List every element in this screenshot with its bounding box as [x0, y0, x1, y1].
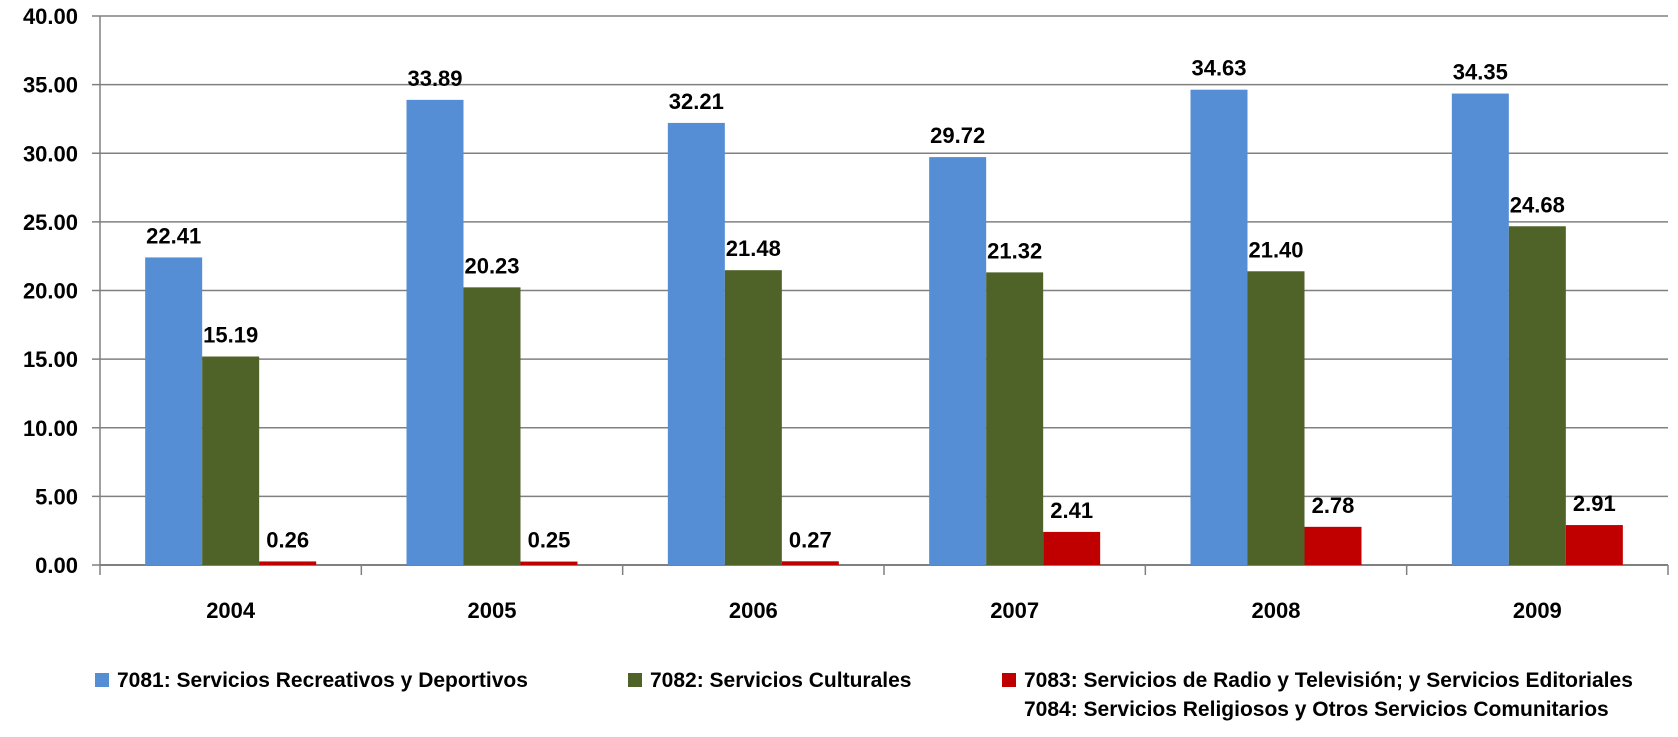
y-tick-label: 10.00: [23, 416, 78, 441]
data-label: 21.40: [1248, 237, 1303, 262]
y-tick-label: 20.00: [23, 279, 78, 304]
data-label: 33.89: [407, 66, 462, 91]
legend-item-7081: 7081: Servicios Recreativos y Deportivos: [95, 668, 528, 695]
y-tick-label: 15.00: [23, 347, 78, 372]
data-label: 29.72: [930, 123, 985, 148]
bar: [724, 270, 782, 565]
legend-swatch-blue: [95, 673, 109, 687]
legend-swatch-red: [1002, 673, 1016, 687]
data-label: 2.91: [1573, 491, 1616, 516]
data-labels: 22.41 15.19 0.26 33.89 20.23 0.25 32.21 21.48 0.…: [146, 56, 1616, 553]
gridlines: [100, 15, 1668, 566]
bar: [667, 122, 725, 565]
legend-item-7082: 7082: Servicios Culturales: [628, 668, 911, 695]
legend: 7081: Servicios Recreativos y Deportivos…: [0, 668, 1678, 737]
x-tick-label: 2004: [206, 598, 256, 623]
legend-swatch-green: [628, 673, 642, 687]
bar: [1043, 531, 1101, 565]
x-tick-label: 2008: [1252, 598, 1301, 623]
y-tick-label: 40.00: [23, 4, 78, 29]
bar: [1451, 93, 1509, 565]
bar: [520, 561, 578, 565]
bar: [202, 356, 260, 565]
data-label: 34.35: [1453, 60, 1508, 85]
data-label: 2.78: [1312, 493, 1355, 518]
bar: [1247, 271, 1305, 565]
bar: [781, 561, 839, 565]
legend-label-7083: 7083: Servicios de Radio y Televisión; y…: [1024, 669, 1633, 692]
bar: [406, 99, 464, 566]
data-label: 21.48: [726, 236, 781, 261]
legend-label-7081: 7081: Servicios Recreativos y Deportivos: [117, 669, 528, 692]
data-label: 20.23: [464, 253, 519, 278]
legend-item-7083-7084: 7083: Servicios de Radio y Televisión; y…: [1002, 668, 1633, 724]
bar-chart: 0.00 5.00 10.00 15.00 20.00 25.00 30.00 35.00 40…: [23, 4, 1669, 623]
bar: [1508, 226, 1566, 565]
bar: [986, 272, 1044, 565]
y-tick-label: 25.00: [23, 210, 78, 235]
bar: [929, 157, 987, 565]
x-axis: 2004 2005 2006 2007 2008 2009: [99, 564, 1669, 623]
bar: [1565, 525, 1623, 565]
y-tick-label: 0.00: [35, 553, 78, 578]
data-label: 0.27: [789, 527, 832, 552]
legend-label-7084: 7084: Servicios Religiosos y Otros Servi…: [1024, 698, 1609, 721]
data-label: 34.63: [1191, 56, 1246, 81]
y-tick-label: 30.00: [23, 141, 78, 166]
bar: [1304, 526, 1362, 565]
data-label: 21.32: [987, 238, 1042, 263]
data-label: 2.41: [1050, 498, 1093, 523]
x-tick-label: 2009: [1513, 598, 1562, 623]
y-tick-label: 5.00: [35, 484, 78, 509]
bar: [1190, 89, 1248, 565]
data-label: 0.26: [266, 527, 309, 552]
data-label: 22.41: [146, 223, 201, 248]
bar: [259, 561, 317, 565]
y-tick-label: 35.00: [23, 73, 78, 98]
bars: [145, 89, 1623, 566]
bar: [463, 287, 521, 565]
x-tick-label: 2005: [468, 598, 517, 623]
data-label: 15.19: [203, 323, 258, 348]
x-tick-label: 2006: [729, 598, 778, 623]
data-label: 0.25: [528, 528, 571, 553]
legend-label-7082: 7082: Servicios Culturales: [650, 669, 912, 692]
bar: [145, 257, 203, 565]
y-axis: 0.00 5.00 10.00 15.00 20.00 25.00 30.00 35.00 40…: [23, 4, 101, 578]
x-tick-label: 2007: [990, 598, 1039, 623]
data-label: 24.68: [1510, 192, 1565, 217]
data-label: 32.21: [669, 89, 724, 114]
